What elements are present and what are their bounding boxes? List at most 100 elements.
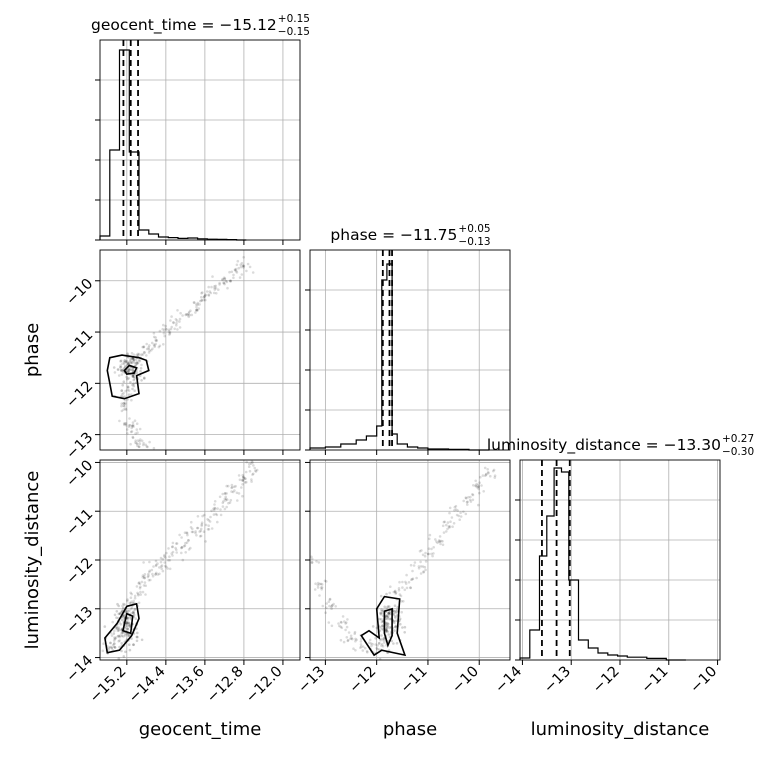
scatter-point	[128, 601, 131, 605]
scatter-point	[120, 395, 123, 398]
scatter-point	[122, 380, 126, 384]
x-tick-label: −13.6	[165, 664, 208, 707]
scatter-point	[254, 469, 257, 472]
scatter-point	[142, 561, 145, 564]
scatter-point	[478, 481, 481, 485]
scatter-point	[185, 541, 189, 544]
scatter-point	[236, 499, 239, 502]
scatter-point	[361, 645, 365, 648]
scatter-point	[130, 606, 134, 609]
scatter-point	[129, 356, 133, 360]
scatter-point	[118, 634, 122, 637]
scatter-point	[230, 490, 233, 493]
scatter-point	[223, 507, 227, 511]
scatter-point	[474, 484, 478, 488]
scatter-point	[125, 375, 128, 379]
scatter-point	[385, 626, 389, 630]
scatter-point	[229, 279, 232, 283]
scatter-point	[119, 622, 122, 626]
scatter-point	[203, 513, 206, 517]
scatter-point	[355, 638, 358, 642]
scatter-point	[409, 586, 413, 590]
scatter-point	[390, 639, 394, 643]
scatter-point	[252, 472, 255, 476]
x-tick-label: −12	[590, 664, 623, 697]
scatter-point	[131, 368, 135, 372]
scatter-point	[241, 483, 244, 486]
x-tick-label: −12.0	[243, 664, 286, 707]
scatter-point	[120, 369, 123, 373]
scatter-point	[325, 602, 329, 605]
scatter-point	[316, 586, 320, 589]
scatter-point	[137, 582, 140, 585]
scatter-point	[327, 621, 331, 624]
scatter-point	[132, 599, 135, 603]
scatter-point	[136, 352, 140, 356]
scatter-point	[142, 345, 145, 349]
scatter-point	[125, 428, 129, 431]
scatter-point	[160, 564, 164, 567]
scatter-point	[194, 311, 197, 314]
scatter-point	[126, 377, 129, 381]
scatter-point	[388, 617, 391, 621]
quantile-lines-layer	[122, 40, 571, 660]
scatter-point	[192, 301, 196, 304]
scatter-point	[123, 398, 127, 402]
scatter-point	[224, 495, 227, 499]
scatter-point	[419, 560, 422, 564]
scatter-point	[380, 608, 383, 611]
scatter-point	[186, 313, 189, 316]
scatter-point	[389, 617, 392, 621]
scatter-point	[469, 495, 472, 499]
scatter-point	[121, 608, 124, 612]
scatter-point	[189, 309, 192, 313]
scatter-point	[165, 551, 168, 555]
scatter-point	[175, 551, 178, 554]
scatter-point	[137, 581, 141, 584]
scatter-point	[238, 478, 242, 482]
scatter-point	[124, 422, 128, 425]
scatter-point	[168, 331, 172, 334]
scatter-point	[127, 389, 131, 392]
scatter-point	[158, 572, 161, 576]
scatter-point	[147, 572, 150, 576]
scatter-point	[385, 606, 389, 609]
scatter-point	[171, 554, 174, 557]
scatter-point	[119, 368, 123, 372]
scatter-point	[133, 607, 136, 611]
scatter-point	[133, 594, 137, 598]
scatter-point	[127, 361, 131, 364]
scatter-point	[124, 631, 127, 635]
scatter-point	[245, 269, 248, 273]
scatter-point	[395, 608, 399, 612]
scatter-point	[124, 364, 127, 368]
scatter-point	[120, 631, 123, 635]
scatter-point	[202, 298, 206, 302]
scatter-point	[412, 564, 416, 567]
scatter-point	[320, 586, 324, 589]
scatter-point	[117, 629, 120, 632]
scatter-point	[462, 499, 466, 503]
scatter-point	[385, 592, 388, 596]
scatter-point	[191, 530, 195, 534]
scatter-point	[195, 308, 198, 312]
scatter-point	[380, 634, 383, 637]
contour-outer	[106, 354, 150, 400]
scatter-point	[320, 588, 324, 591]
scatter-point	[334, 605, 338, 608]
scatter-point	[204, 298, 207, 302]
scatter-point	[477, 487, 481, 491]
scatter-point	[187, 315, 191, 319]
scatter-point	[437, 539, 441, 542]
scatter-point	[331, 604, 334, 607]
scatter-point	[366, 651, 369, 654]
y-tick-label: −13	[63, 604, 96, 637]
scatter-point	[438, 540, 441, 543]
scatter-point	[121, 393, 124, 396]
scatter-point	[149, 578, 152, 582]
scatter-point	[115, 627, 119, 630]
scatter-point	[385, 614, 389, 618]
scatter-point	[318, 582, 321, 586]
scatter-point	[249, 462, 253, 465]
scatter-point	[204, 540, 207, 543]
